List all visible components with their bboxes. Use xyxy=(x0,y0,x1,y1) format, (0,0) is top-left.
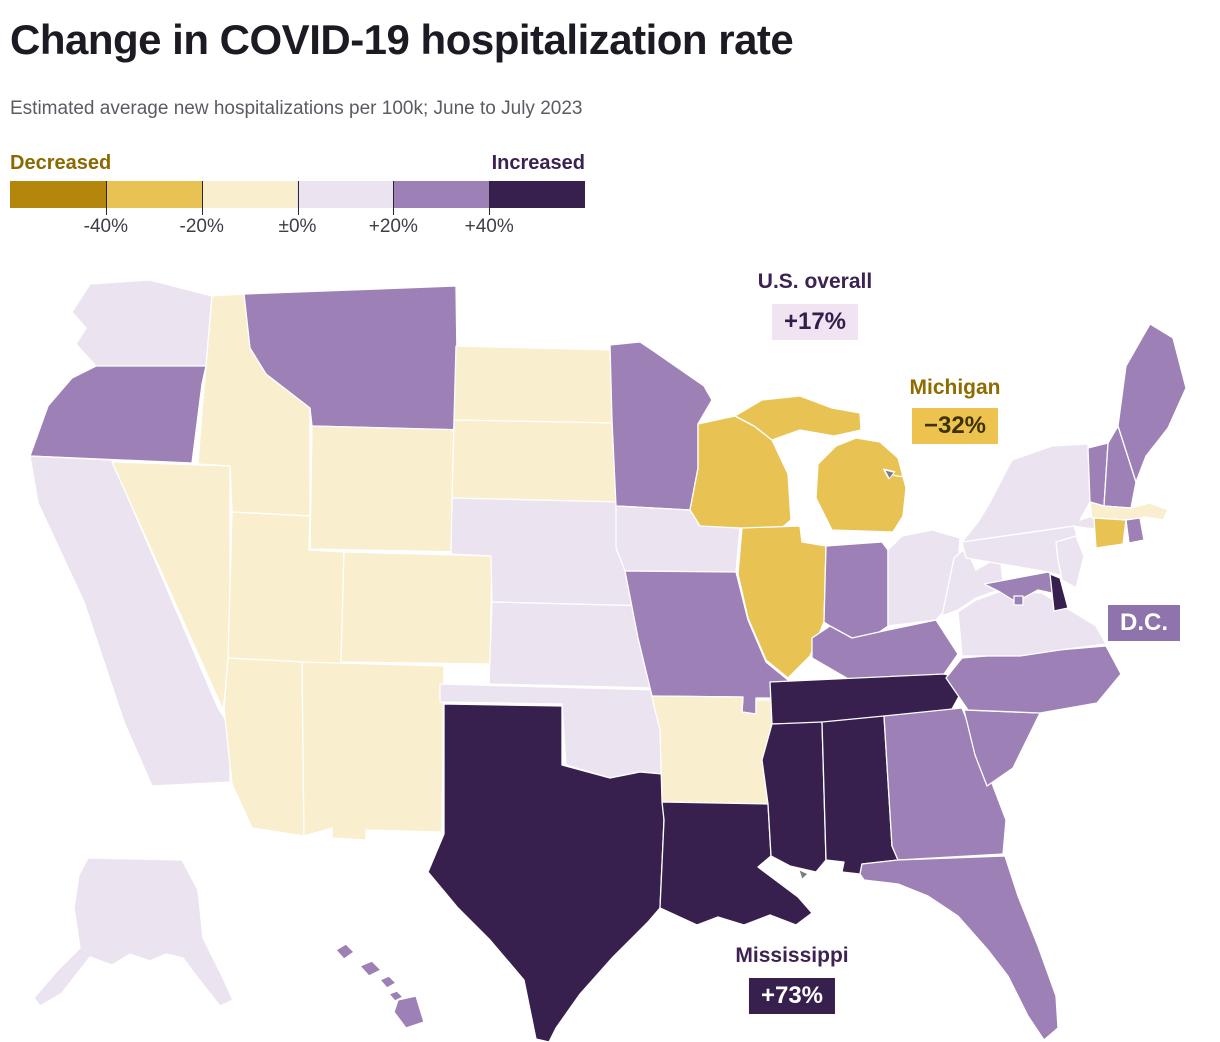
chart-subtitle: Estimated average new hospitalizations p… xyxy=(10,98,583,119)
state-HI-maui xyxy=(388,990,404,1002)
state-MI-upper-peninsula xyxy=(734,395,862,441)
state-AZ xyxy=(223,657,305,837)
michigan-annotation-label: Michigan xyxy=(909,376,1001,399)
state-VA xyxy=(957,589,1107,657)
legend-tick-minus40: -40% xyxy=(83,216,128,237)
state-MI xyxy=(815,437,907,533)
state-MT xyxy=(243,285,459,431)
legend-tick-line xyxy=(201,181,203,215)
state-IL xyxy=(737,525,827,679)
state-HI-molokai xyxy=(379,975,397,989)
state-TN xyxy=(769,673,969,725)
legend-swatch-dec-20-40 xyxy=(105,181,202,208)
state-SD xyxy=(451,419,621,503)
state-CT xyxy=(1093,517,1127,549)
legend-label-decreased: Decreased xyxy=(10,152,112,174)
state-ND xyxy=(453,345,617,424)
legend-label-increased: Increased xyxy=(491,152,585,174)
state-KY xyxy=(811,619,959,681)
legend-tick-labels: -40% -20% ±0% +20% +40% xyxy=(10,216,585,246)
mississippi-arrow xyxy=(800,871,820,947)
state-KS xyxy=(488,601,655,689)
legend-tick-line xyxy=(393,181,395,215)
legend-tick-line xyxy=(105,181,107,215)
state-HI-big-island xyxy=(393,995,425,1029)
mississippi-annotation-label: Mississippi xyxy=(735,944,849,967)
legend-swatch-inc-20-40 xyxy=(393,181,490,208)
state-IN xyxy=(823,541,889,641)
mississippi-value-chip: +73% xyxy=(748,978,836,1014)
page-title: Change in COVID-19 hospitalization rate xyxy=(10,16,794,63)
legend-tick-line xyxy=(297,181,299,215)
state-HI-oahu xyxy=(359,960,382,977)
state-LA xyxy=(659,801,813,926)
legend-labels: Decreased Increased xyxy=(10,152,585,175)
legend-swatch-inc-0-20 xyxy=(297,181,394,208)
us-choropleth-map: U.S. overall +17% Michigan −32% D.C. Mis… xyxy=(0,260,1220,1042)
legend-tick-minus20: -20% xyxy=(179,216,224,237)
state-CO xyxy=(340,551,493,665)
legend-swatch-inc-gt40 xyxy=(489,181,585,208)
state-AK xyxy=(33,857,234,1007)
state-OR xyxy=(29,365,207,464)
state-DC xyxy=(1013,595,1024,606)
dc-chip: D.C. xyxy=(1108,605,1180,641)
state-TX xyxy=(427,703,665,1042)
michigan-arrow xyxy=(886,451,946,476)
color-legend: Decreased Increased -40% -20% ±0% +20% +… xyxy=(10,152,585,246)
legend-swatch-dec-gt40 xyxy=(10,181,106,208)
legend-tick-line xyxy=(489,181,491,215)
legend-tick-plus40: +40% xyxy=(464,216,514,237)
legend-color-bar xyxy=(10,181,585,215)
us-overall-value-chip: +17% xyxy=(771,304,859,340)
state-HI-kauai xyxy=(335,943,355,960)
state-WA xyxy=(71,279,213,371)
state-CA xyxy=(29,455,231,787)
state-NJ xyxy=(1055,535,1085,589)
us-overall-annotation-label: U.S. overall xyxy=(757,270,873,293)
legend-tick-zero: ±0% xyxy=(278,216,317,237)
state-WY xyxy=(309,425,471,553)
us-map-svg xyxy=(29,279,1187,1042)
legend-swatch-dec-0-20 xyxy=(201,181,298,208)
michigan-value-chip: −32% xyxy=(911,408,999,444)
state-MS xyxy=(761,721,827,873)
state-DE xyxy=(1049,573,1069,612)
state-NC xyxy=(945,645,1122,714)
state-MD xyxy=(983,571,1057,603)
state-NH xyxy=(1103,425,1137,509)
state-NM xyxy=(301,661,445,841)
state-ME xyxy=(1117,323,1187,483)
state-FL xyxy=(859,855,1059,1041)
legend-tick-plus20: +20% xyxy=(368,216,418,237)
state-RI xyxy=(1125,517,1145,544)
